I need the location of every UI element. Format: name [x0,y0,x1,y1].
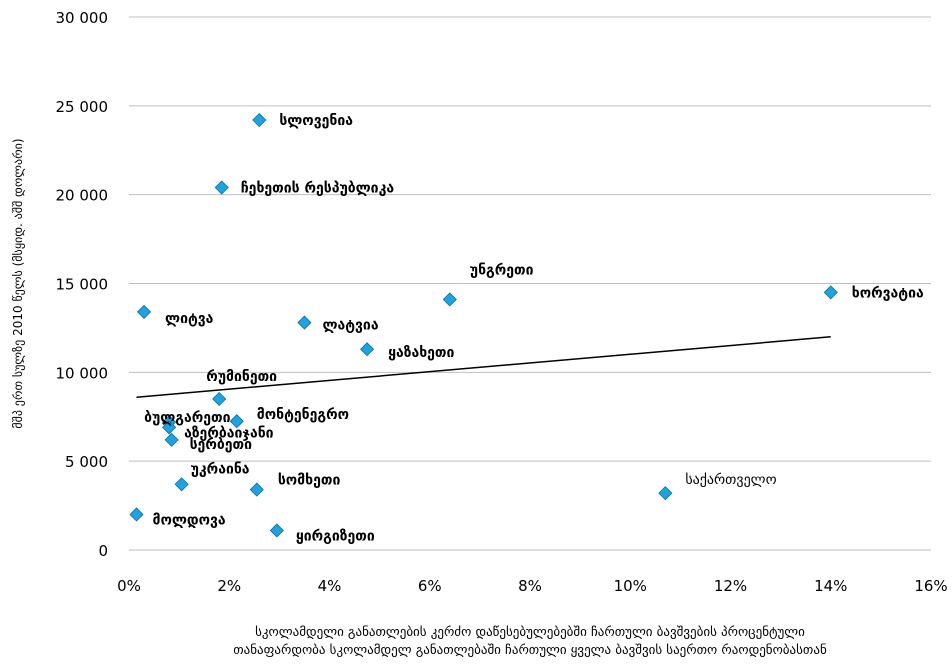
data-point [214,180,229,195]
data-points [129,112,838,538]
gridlines [129,16,931,462]
y-axis-ticks: 0 5 000 10 000 15 000 20 000 25 000 30 000 [56,9,109,560]
point-label: სერბეთი [190,437,252,453]
data-point [297,315,312,330]
x-tick-label: 0% [117,577,141,595]
y-tick-label: 15 000 [56,276,109,294]
y-tick-label: 20 000 [56,187,109,205]
x-tick-label: 8% [518,577,542,595]
data-point [658,486,673,501]
x-tick-label: 6% [418,577,442,595]
point-label: ყაზახეთი [388,345,454,361]
y-tick-label: 25 000 [56,98,109,116]
data-point [269,523,284,538]
data-point [164,432,179,447]
data-point [252,112,267,128]
x-tick-label: 2% [217,577,241,595]
point-label: ლატვია [322,318,378,334]
x-tick-label: 16% [914,577,947,595]
y-tick-label: 30 000 [56,9,109,27]
point-labels: სლოვენია ჩეხეთის რესპუბლიკა უნგრეთი ხორვატი… [144,113,924,544]
data-point [442,292,457,307]
data-point [249,482,264,497]
point-label: ყირგიზეთი [296,528,375,544]
y-tick-label: 0 [98,542,108,560]
trend-line [136,336,831,398]
point-label: სომხეთი [278,473,341,489]
point-label: ჩეხეთის რესპუბლიკა [241,181,395,197]
data-point [129,507,144,522]
y-tick-label: 10 000 [56,364,109,382]
y-tick-label: 5 000 [65,453,108,471]
x-tick-label: 12% [714,577,747,595]
x-tick-label: 14% [814,577,847,595]
data-point [174,477,189,492]
point-label: უნგრეთი [470,262,534,278]
data-point [212,391,227,407]
point-label: რუმინეთი [206,369,277,385]
x-axis-label-line-1: სკოლამდელი განათლების კერძო დაწესებულებე… [255,625,805,640]
point-label: სლოვენია [279,113,353,129]
point-label: მოლდოვა [153,512,226,528]
point-label: ბულგარეთი [144,410,231,426]
data-point [823,285,838,300]
x-tick-label: 10% [614,577,647,595]
point-label: აზერბაიჯანი [184,425,274,441]
x-axis-ticks: 0% 2% 4% 6% 8% 10% 12% 14% 16% [117,577,948,595]
x-tick-label: 4% [318,577,342,595]
point-label: მონტენეგრო [257,407,349,423]
data-point [136,304,152,319]
point-label: ლიტვა [165,311,214,327]
data-point [229,414,244,429]
point-label: უკრაინა [191,461,250,477]
x-axis-label: სკოლამდელი განათლების კერძო დაწესებულებე… [130,624,930,660]
point-label: საქართველო [685,471,776,488]
point-label: ხორვატია [852,285,924,301]
data-point [162,420,177,435]
data-point [360,342,375,357]
x-axis-label-line-2: თანაფარდობა სკოლამდელ განათლებაში ჩართულ… [233,643,827,658]
y-axis-label: მშპ ერთ სულზე 2010 წელს (მსყიდ. აშშ დოლა… [11,138,25,428]
